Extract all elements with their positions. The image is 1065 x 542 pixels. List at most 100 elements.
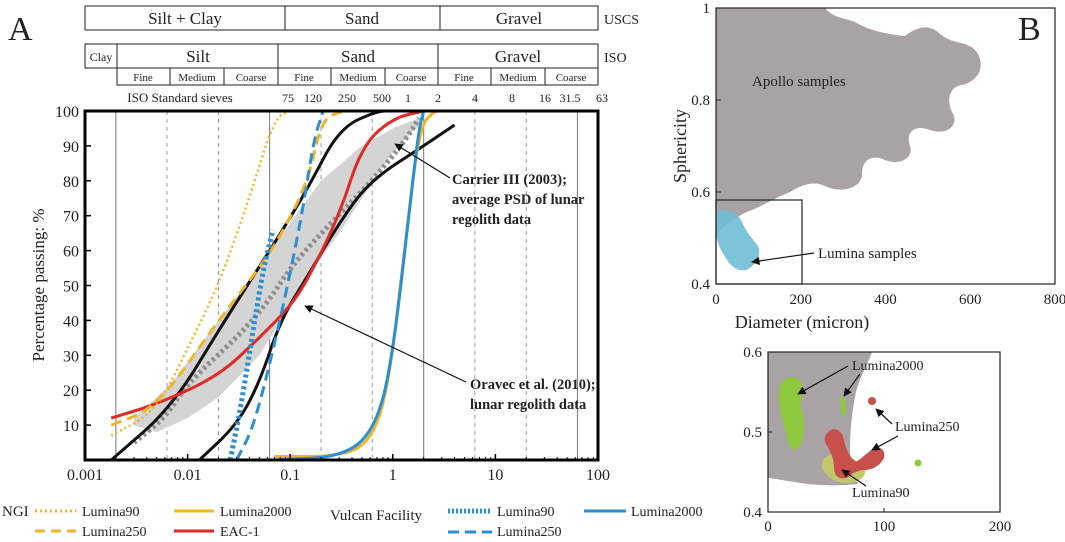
psd-series-line bbox=[110, 109, 393, 462]
sieve-label: 16 bbox=[539, 91, 551, 105]
psd-x-ticks: 0.001 0.01 0.1 1 10 100 bbox=[67, 454, 610, 484]
inset-arrow-lumina250-b bbox=[871, 435, 899, 451]
legend-ngi-lumina90: Lumina90 bbox=[82, 505, 140, 520]
legend-ngi-eac1: EAC-1 bbox=[220, 525, 260, 540]
inset-arrow-lumina2000-b bbox=[843, 373, 861, 397]
legend-vulcan-lumina2000: Lumina2000 bbox=[631, 505, 703, 520]
shape-main-y-tick: 0.6 bbox=[691, 185, 710, 201]
psd-chart: 10 20 30 40 50 60 70 80 90 100 0.001 0.01 0.1 1 10 100… bbox=[29, 104, 610, 484]
shape-main-y-tick: 1 bbox=[703, 1, 711, 17]
shape-main-x-tick: 800 bbox=[1044, 292, 1065, 308]
iso-sub-gravel-fine: Fine bbox=[454, 72, 474, 84]
iso-silt: Silt bbox=[186, 47, 210, 66]
shape-main-chart: Apollo samples Lumina samples 0 200 400 600… bbox=[670, 1, 1065, 333]
iso-clay: Clay bbox=[90, 50, 113, 64]
iso-sub-silt-fine: Fine bbox=[133, 72, 153, 84]
inset-green-dot bbox=[914, 459, 922, 467]
legend-vulcan-lumina250: Lumina250 bbox=[497, 525, 562, 540]
psd-y-tick-label: 70 bbox=[63, 209, 79, 226]
sieve-label: 31.5 bbox=[560, 91, 581, 105]
shape-main-x-label: Diameter (micron) bbox=[735, 312, 869, 333]
inset-red-region bbox=[824, 429, 885, 479]
psd-series-line bbox=[227, 229, 276, 461]
psd-series-line bbox=[110, 109, 291, 437]
sieve-label: 4 bbox=[472, 91, 478, 105]
shape-inset-x-tick: 0 bbox=[764, 519, 772, 535]
inset-label-lumina90: Lumina90 bbox=[852, 486, 910, 501]
sieve-label: 75 bbox=[282, 91, 294, 105]
legend-vulcan-lumina90: Lumina90 bbox=[497, 505, 555, 520]
psd-y-tick-label: 30 bbox=[63, 348, 79, 365]
iso-sub-row: Fine Medium Coarse Fine Medium Coarse Fi… bbox=[116, 67, 599, 86]
psd-series-line bbox=[274, 110, 426, 462]
sieves-label: ISO Standard sieves bbox=[127, 90, 232, 105]
iso-sub-sand-fine: Fine bbox=[294, 72, 314, 84]
psd-y-tick-label: 20 bbox=[63, 383, 79, 400]
shape-main-y-label: Sphericity bbox=[670, 109, 690, 183]
sieve-label: 63 bbox=[596, 91, 608, 105]
legend: NGI Lumina90 Lumina250 Lumina2000 EAC-1 … bbox=[2, 504, 703, 540]
iso-label: ISO bbox=[604, 51, 627, 66]
apollo-region bbox=[716, 8, 981, 245]
legend-ngi-lumina2000: Lumina2000 bbox=[220, 505, 292, 520]
psd-y-tick-label: 10 bbox=[63, 418, 79, 435]
iso-gravel: Gravel bbox=[495, 47, 542, 66]
iso-sub-silt-medium: Medium bbox=[178, 72, 216, 84]
legend-ngi-lumina250: Lumina250 bbox=[82, 525, 147, 540]
shape-inset-x-tick: 200 bbox=[989, 519, 1012, 535]
shape-main-axes: 0 200 400 600 800 0.4 0.6 0.8 1 bbox=[691, 1, 1065, 308]
psd-y-axis-label: Percentage passing: % bbox=[29, 209, 48, 362]
psd-x-tick-label: 10 bbox=[487, 467, 503, 484]
inset-arrow-lumina90 bbox=[841, 469, 867, 487]
oravec-annotation-line1: Oravec et al. (2010); bbox=[470, 377, 596, 393]
psd-y-ticks: 10 20 30 40 50 60 70 80 90 100 bbox=[55, 104, 91, 435]
oravec-arrow bbox=[304, 305, 467, 383]
shape-main-frame bbox=[715, 7, 1056, 285]
uscs-gravel: Gravel bbox=[496, 9, 543, 28]
iso-sub-silt-coarse: Coarse bbox=[236, 72, 267, 84]
shape-main-x-tick: 600 bbox=[959, 292, 982, 308]
sieve-label: 8 bbox=[509, 91, 515, 105]
panel-letter-a: A bbox=[8, 11, 33, 48]
legend-ngi-label: NGI bbox=[2, 504, 29, 520]
psd-y-tick-label: 40 bbox=[63, 313, 79, 330]
psd-y-tick-label: 100 bbox=[55, 104, 79, 121]
psd-x-tick-label: 1 bbox=[389, 467, 397, 484]
carrier-arrow bbox=[394, 143, 451, 179]
iso-sub-gravel-medium: Medium bbox=[499, 72, 537, 84]
shape-inset-y-tick: 0.6 bbox=[743, 345, 762, 361]
psd-x-tick-label: 100 bbox=[586, 467, 610, 484]
uscs-label: USCS bbox=[604, 13, 639, 28]
inset-label-lumina250: Lumina250 bbox=[895, 420, 960, 435]
inset-arrow-lumina250-a bbox=[875, 408, 893, 425]
lumina-label: Lumina samples bbox=[818, 246, 917, 262]
psd-series-line bbox=[132, 116, 422, 445]
carrier-annotation-line2: average PSD of lunar bbox=[452, 192, 585, 208]
sieve-label: 250 bbox=[338, 91, 356, 105]
inset-green-small bbox=[840, 396, 846, 416]
legend-vulcan-label: Vulcan Facility bbox=[330, 508, 422, 524]
psd-x-tick-label: 0.1 bbox=[280, 467, 300, 484]
shape-inset-axes: 0 100 200 0.4 0.5 0.6 bbox=[743, 345, 1011, 535]
psd-x-tick-label: 0.01 bbox=[174, 467, 202, 484]
panel-letter-b: B bbox=[1018, 11, 1041, 48]
apollo-label: Apollo samples bbox=[752, 74, 846, 90]
shape-inset-y-tick: 0.5 bbox=[743, 425, 762, 441]
shape-main-x-tick: 200 bbox=[790, 292, 813, 308]
psd-series-line bbox=[110, 109, 425, 420]
uscs-silt-clay: Silt + Clay bbox=[148, 9, 222, 28]
iso-sand: Sand bbox=[341, 47, 376, 66]
lumina-arrow bbox=[751, 252, 815, 266]
iso-sub-sand-medium: Medium bbox=[339, 72, 377, 84]
inset-red-dot bbox=[868, 397, 876, 405]
carrier-annotation-line3: regolith data bbox=[452, 212, 532, 228]
shape-main-x-tick: 0 bbox=[712, 292, 720, 308]
uscs-sand: Sand bbox=[345, 9, 380, 28]
shape-inset-chart: 0 100 200 0.4 0.5 0.6 Lumina2000 Lumina250 Lu… bbox=[743, 345, 1011, 535]
sieve-label: 120 bbox=[304, 91, 322, 105]
iso-sub-sand-coarse: Coarse bbox=[396, 72, 427, 84]
psd-x-tick-label: 0.001 bbox=[67, 467, 103, 484]
psd-carrier-band bbox=[134, 118, 419, 433]
psd-y-tick-label: 80 bbox=[63, 174, 79, 191]
sieve-label: 500 bbox=[373, 91, 391, 105]
